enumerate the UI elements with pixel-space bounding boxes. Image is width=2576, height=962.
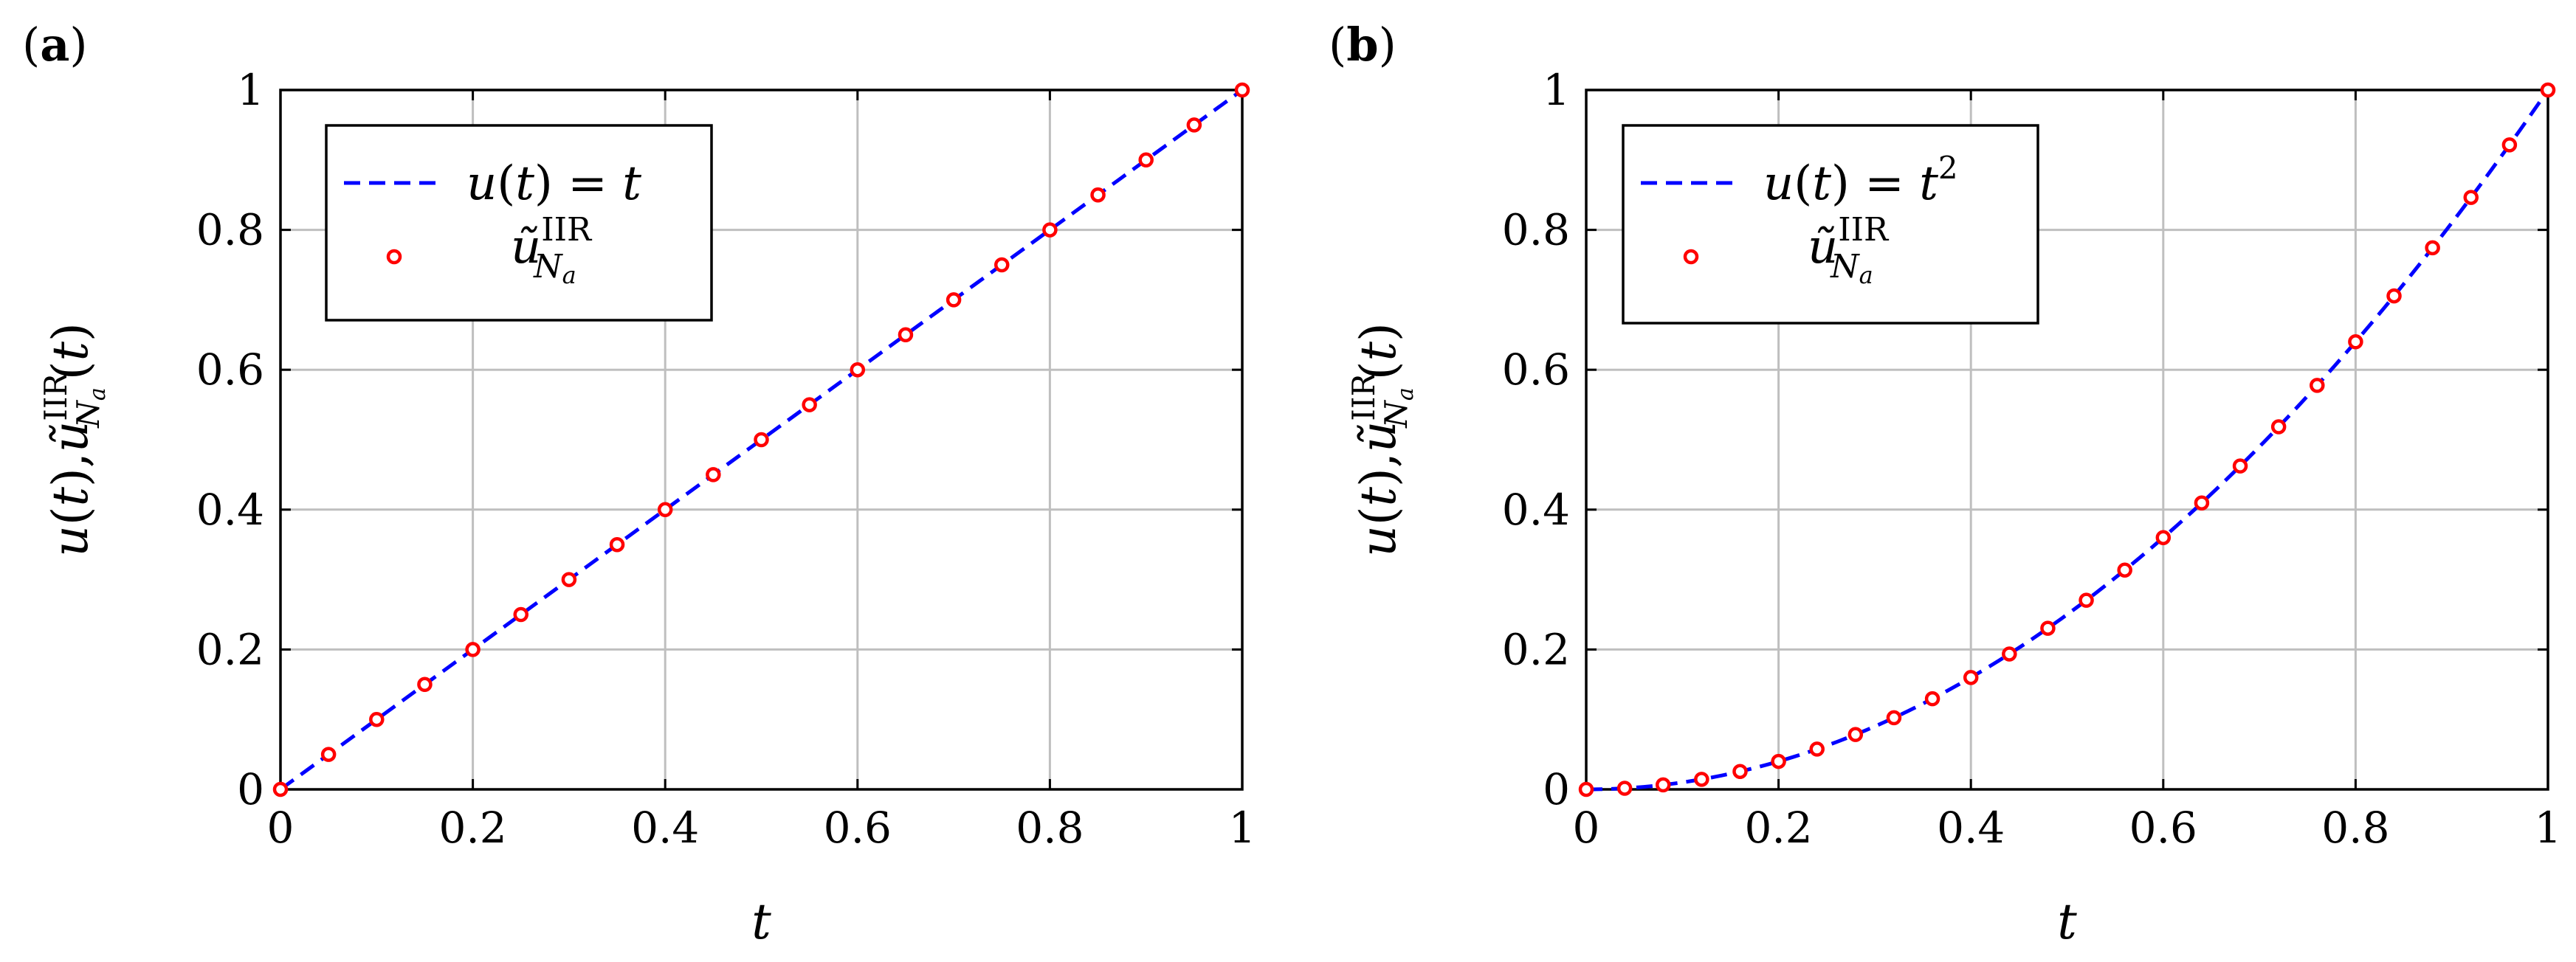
x-axis-title: t	[2057, 893, 2077, 950]
data-point	[2002, 646, 2017, 662]
x-tick-label: 0.6	[2129, 803, 2197, 853]
data-point	[1655, 777, 1671, 793]
data-point	[850, 361, 866, 378]
data-point	[2040, 620, 2056, 636]
data-point	[1732, 764, 1748, 779]
y-tick-label: 0.4	[1502, 485, 1570, 535]
y-tick-label: 0	[1543, 764, 1570, 814]
plot-frame	[279, 89, 1244, 791]
data-point	[1924, 691, 1940, 707]
data-point	[1578, 781, 1594, 797]
data-point	[1186, 117, 1202, 133]
data-point	[706, 467, 721, 482]
data-point	[1809, 741, 1825, 757]
panel-label: (b)	[1329, 18, 1397, 72]
x-tick-label: 0	[267, 803, 295, 853]
legend-marker-swatch	[386, 249, 402, 265]
data-point	[898, 327, 914, 343]
y-tick-label: 1	[237, 65, 264, 115]
data-point	[1886, 710, 1902, 726]
data-point	[1234, 82, 1250, 98]
legend-marker-swatch	[1683, 249, 1699, 265]
legend-label-exact: u(t) = t	[466, 156, 641, 211]
data-point	[946, 292, 962, 308]
data-point	[1963, 670, 1979, 685]
data-point	[1138, 152, 1154, 168]
data-point	[320, 747, 337, 762]
y-tick-label: 0.8	[1502, 205, 1570, 255]
y-axis-title: u(t),ũIIRNa(t)	[38, 322, 111, 557]
y-tick-label: 1	[1543, 65, 1570, 115]
series-line-exact	[279, 88, 1244, 792]
y-tick-label: 0.2	[196, 624, 264, 674]
data-point	[369, 711, 385, 727]
data-point	[1771, 753, 1786, 769]
data-point	[2501, 137, 2518, 153]
x-tick-label: 0.8	[1016, 803, 1084, 853]
legend-box	[325, 124, 713, 322]
x-tick-label: 0	[1573, 803, 1600, 853]
data-point	[2079, 592, 2094, 608]
data-point	[272, 781, 289, 797]
data-point	[657, 502, 673, 518]
panel-label: (a)	[22, 18, 88, 72]
data-point	[2386, 288, 2402, 304]
data-point	[1090, 187, 1106, 203]
data-point	[465, 642, 481, 657]
data-point	[561, 572, 577, 587]
data-point	[2232, 458, 2248, 474]
data-point	[2463, 190, 2479, 205]
data-point	[2425, 240, 2440, 256]
data-point	[2117, 562, 2132, 578]
data-point	[417, 676, 433, 693]
y-tick-label: 0.8	[196, 205, 264, 255]
data-point	[2155, 530, 2172, 545]
legend-box	[1622, 124, 2039, 325]
legend-label-exact: u(t) = t2	[1763, 150, 1958, 211]
x-tick-label: 0.8	[2321, 803, 2389, 853]
data-point	[513, 606, 528, 623]
series-markers-iir	[1578, 82, 2556, 797]
data-point	[1694, 772, 1709, 787]
svg-text:u(t),ũIIRNa(t): u(t),ũIIRNa(t)	[1346, 322, 1419, 557]
y-tick-label: 0	[237, 764, 264, 814]
legend-label-iir: ũIIR Na	[1808, 211, 1890, 289]
data-point	[754, 432, 769, 448]
x-axis-title: t	[751, 893, 771, 950]
panel-a: (a) 0 0.2 0.4 0.6 0.8 1 0 0.2 0.4 0.6 0.8 1 t u(t),ũII…	[22, 18, 1256, 950]
data-point	[1847, 727, 1864, 742]
panel-b: (b) 0 0.2 0.4 0.6 0.8 1 0 0.2 0.4 0.6 0.8 1 t u(t),ũII…	[1329, 18, 2561, 950]
data-point	[2270, 419, 2287, 435]
data-point	[2348, 334, 2363, 350]
data-point	[1042, 222, 1058, 238]
y-tick-label: 0.6	[1502, 345, 1570, 395]
svg-text:u(t),ũIIRNa(t): u(t),ũIIRNa(t)	[38, 322, 111, 557]
data-point	[1616, 781, 1633, 796]
y-tick-label: 0.6	[196, 345, 264, 395]
x-tick-label: 0.6	[824, 803, 892, 853]
data-point	[2194, 495, 2210, 511]
plot-frame	[1585, 89, 2549, 791]
legend-label-iir: ũIIR Na	[511, 211, 593, 289]
x-tick-label: 0.2	[438, 803, 506, 853]
x-tick-label: 1	[2535, 803, 2562, 853]
x-tick-label: 0.4	[1937, 803, 2005, 853]
data-point	[994, 257, 1010, 273]
y-axis-title: u(t),ũIIRNa(t)	[1346, 322, 1419, 557]
y-tick-label: 0.4	[196, 485, 264, 535]
data-point	[2310, 378, 2325, 393]
y-tick-label: 0.2	[1502, 624, 1570, 674]
data-point	[2540, 82, 2556, 98]
x-tick-label: 1	[1229, 803, 1256, 853]
series-markers-iir	[272, 82, 1250, 797]
data-point	[802, 397, 817, 412]
x-tick-label: 0.4	[631, 803, 699, 853]
x-tick-label: 0.2	[1744, 803, 1812, 853]
data-point	[609, 536, 625, 553]
